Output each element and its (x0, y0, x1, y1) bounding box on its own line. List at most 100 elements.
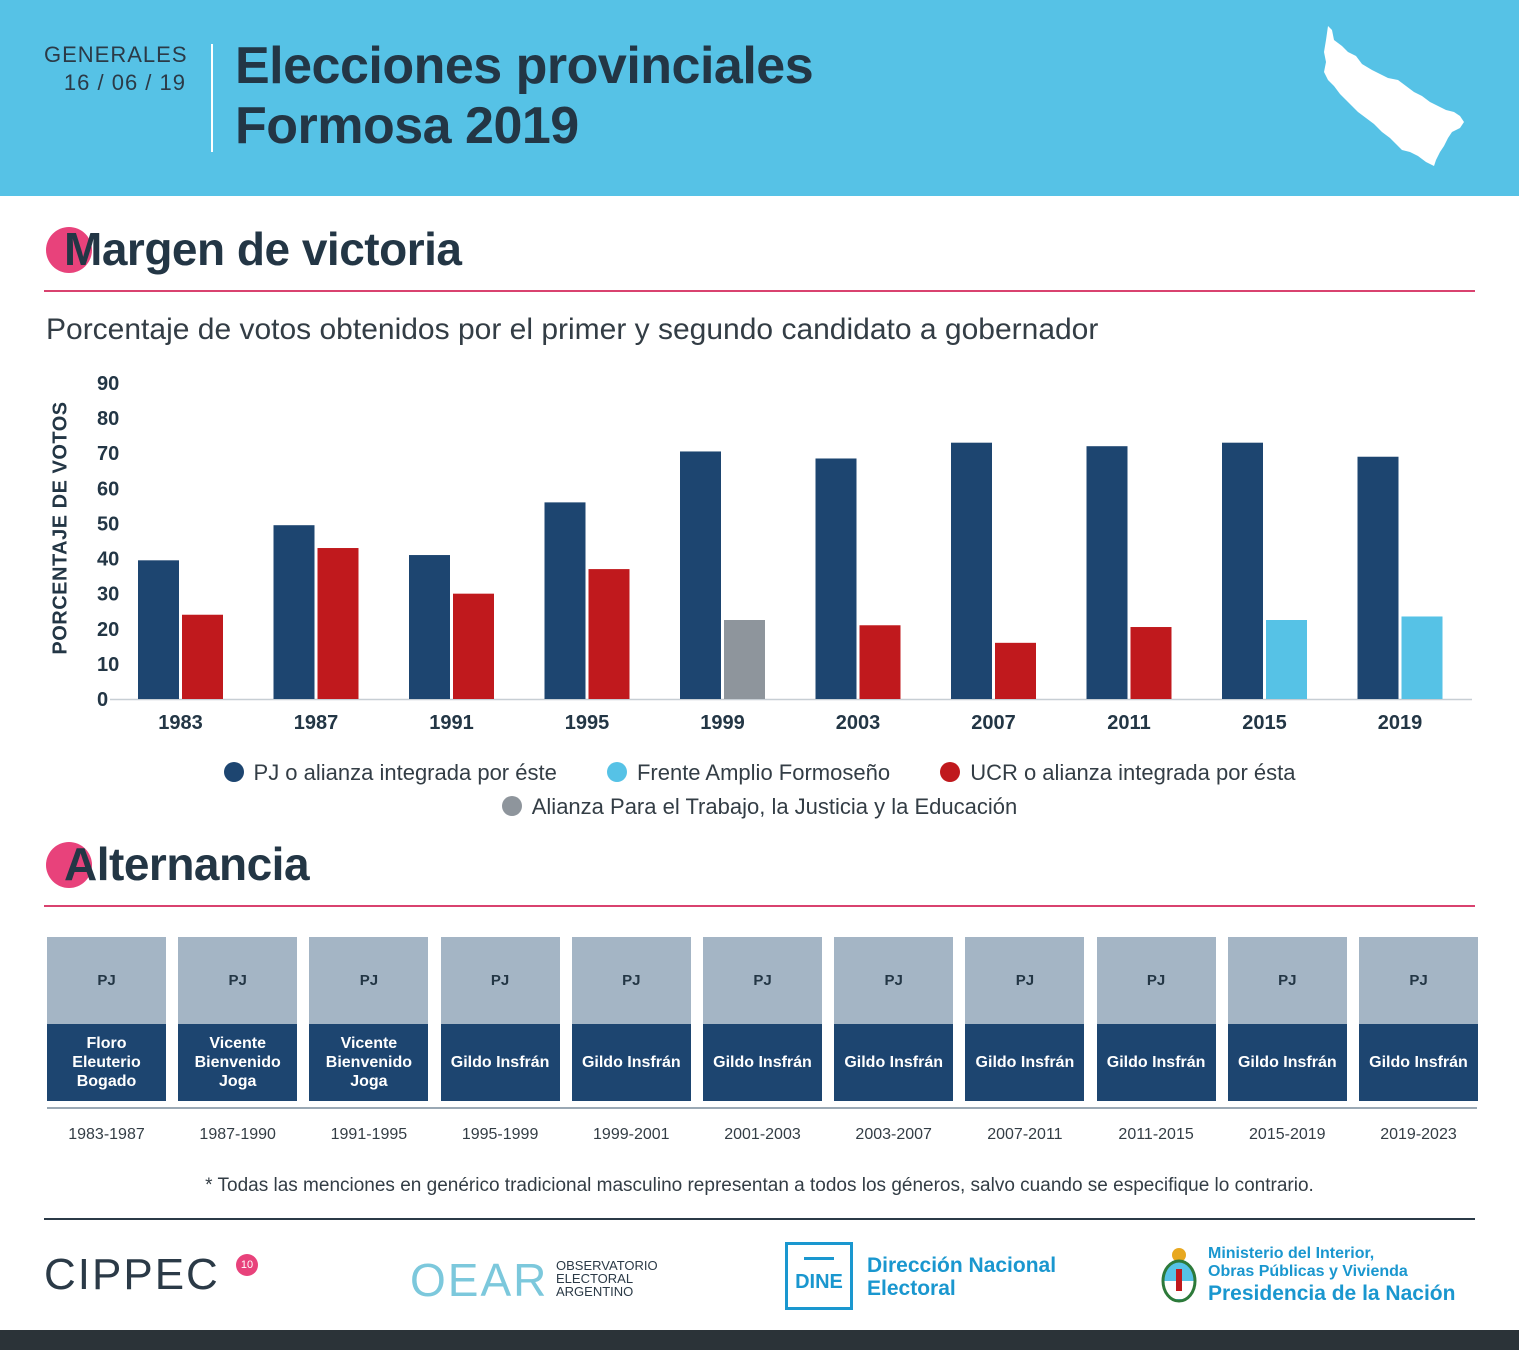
y-tick-label: 20 (97, 619, 119, 641)
dine-text: Dirección Nacional Electoral (867, 1254, 1056, 1300)
legend-label-pj: PJ o alianza integrada por éste (253, 760, 557, 785)
bar-second-1995 (588, 569, 630, 699)
term-governor: Gildo Insfrán (1359, 1024, 1478, 1101)
term-card: PJ Gildo Insfrán (571, 937, 691, 1101)
term-card: PJ Floro Eleuterio Bogado (47, 937, 166, 1101)
section-rule (44, 905, 1475, 907)
bar-second-1983 (182, 614, 223, 699)
bar-chart-svg: 0 10 20 30 40 50 60 70 80 90 1983 1987 1991 1995 1999 2… (97, 373, 1472, 734)
term-governor: Gildo Insfrán (571, 1024, 691, 1101)
x-tick-label: 2007 (971, 712, 1016, 734)
bar-chart: 0 10 20 30 40 50 60 70 80 90 1983 1987 1991 1995 1999 2… (0, 360, 1519, 740)
bar-first-2019 (1357, 456, 1399, 699)
term-governor: Gildo Insfrán (834, 1024, 954, 1101)
min-line2: Obras Públicas y Vivienda (1208, 1263, 1408, 1280)
cippec-badge: 10 (236, 1254, 258, 1276)
legend-label-ucr: UCR o alianza integrada por ésta (970, 760, 1296, 785)
oear-mark: OEAR (410, 1254, 549, 1306)
x-tick-label: 1995 (565, 712, 610, 734)
x-tick-label: 1999 (700, 712, 745, 734)
bar-second-2003 (859, 625, 901, 699)
section-rule (44, 290, 1475, 292)
term-card: PJ Vicente Bienvenido Joga (178, 937, 298, 1101)
bar-first-1987 (273, 525, 315, 699)
bar-second-2007 (995, 642, 1036, 699)
bar-second-1987 (317, 548, 359, 699)
legend-item-ucr: UCR o alianza integrada por ésta (940, 760, 1295, 786)
page-title-line1: Elecciones provinciales (235, 37, 814, 95)
term-governor: Floro Eleuterio Bogado (47, 1024, 166, 1101)
legend-row-2: Alianza Para el Trabajo, la Justicia y l… (0, 794, 1519, 820)
term-card: PJ Vicente Bienvenido Joga (309, 937, 429, 1101)
legend-label-atje: Alianza Para el Trabajo, la Justicia y l… (531, 794, 1018, 819)
bar-first-1991 (409, 555, 450, 699)
x-tick-label: 2015 (1242, 712, 1287, 734)
term-party: PJ (703, 937, 822, 1024)
term-card: PJ Gildo Insfrán (1359, 937, 1478, 1101)
oear-text: OBSERVATORIO ELECTORAL ARGENTINO (556, 1259, 696, 1298)
term-card: PJ Gildo Insfrán (1227, 937, 1347, 1101)
bar-first-2015 (1222, 442, 1263, 699)
legend-item-faf: Frente Amplio Formoseño (606, 760, 890, 786)
y-tick-label: 30 (97, 584, 119, 606)
bar-first-2007 (951, 442, 992, 699)
dine-mark-text: DINE (795, 1271, 843, 1293)
legend-dot-faf (606, 762, 627, 782)
y-tick-label: 70 (97, 443, 119, 465)
terms-baseline (47, 1107, 1477, 1109)
page-title: Elecciones provinciales Formosa 2019 (235, 36, 814, 156)
x-tick-label: 2011 (1107, 712, 1150, 734)
term-party: PJ (834, 937, 954, 1024)
term-period: 2003-2007 (855, 1126, 932, 1143)
election-date: 16 / 06 / 19 (63, 70, 186, 95)
legend-dot-pj (223, 762, 244, 782)
chart-subtitle: Porcentaje de votos obtenidos por el pri… (46, 313, 1099, 346)
term-period: 2001-2003 (724, 1126, 801, 1143)
oear-line2: ELECTORAL (556, 1271, 634, 1286)
oear-line1: OBSERVATORIO (556, 1258, 658, 1273)
min-line3: Presidencia de la Nación (1208, 1282, 1456, 1305)
term-party: PJ (1359, 937, 1478, 1024)
legend-dot-atje (501, 796, 522, 816)
bar-first-2011 (1086, 446, 1128, 699)
x-tick-label: 1983 (158, 712, 203, 734)
term-period: 1999-2001 (593, 1126, 670, 1143)
legend-dot-ucr (940, 762, 961, 782)
ministerio-text: Ministerio del Interior, Obras Públicas … (1208, 1245, 1455, 1307)
y-tick-label: 0 (97, 689, 108, 711)
bar-first-1999 (680, 451, 721, 699)
bar-first-1995 (544, 502, 586, 699)
bottom-band (0, 1330, 1519, 1350)
bar-second-2011 (1130, 627, 1172, 699)
term-governor: Vicente Bienvenido Joga (309, 1024, 429, 1101)
section-bullet (46, 227, 92, 273)
header-divider (211, 44, 213, 152)
dine-line1: Dirección Nacional (867, 1254, 1057, 1277)
section-title-initial: A (64, 838, 97, 890)
x-tick-label: 2003 (836, 712, 881, 734)
term-governor: Gildo Insfrán (965, 1024, 1085, 1101)
term-period: 1991-1995 (330, 1126, 408, 1143)
dine-mark: DINE (785, 1242, 853, 1310)
legend-item-atje: Alianza Para el Trabajo, la Justicia y l… (501, 794, 1018, 820)
term-period: 2011-2015 (1118, 1126, 1194, 1143)
term-card: PJ Gildo Insfrán (965, 937, 1085, 1101)
dine-line2: Electoral (867, 1277, 956, 1300)
term-period: 1987-1990 (199, 1126, 276, 1143)
y-tick-label: 40 (97, 549, 119, 571)
term-governor: Gildo Insfrán (1096, 1024, 1216, 1101)
national-seal-icon (1161, 1248, 1197, 1303)
section-title-initial: M (64, 223, 102, 275)
election-kind: GENERALES (44, 42, 188, 67)
bar-second-2015 (1266, 620, 1307, 699)
formosa-map-icon (1324, 26, 1464, 166)
y-tick-label: 50 (97, 513, 119, 535)
x-tick-label: 2019 (1378, 712, 1423, 734)
term-party: PJ (1227, 937, 1347, 1024)
term-party: PJ (309, 937, 429, 1024)
bar-first-2003 (815, 458, 857, 699)
term-party: PJ (1096, 937, 1216, 1024)
cippec-wordmark: CIPPEC (44, 1250, 220, 1299)
oear-line3: ARGENTINO (556, 1284, 634, 1299)
header-band: GENERALES 16 / 06 / 19 Elecciones provin… (0, 0, 1519, 196)
